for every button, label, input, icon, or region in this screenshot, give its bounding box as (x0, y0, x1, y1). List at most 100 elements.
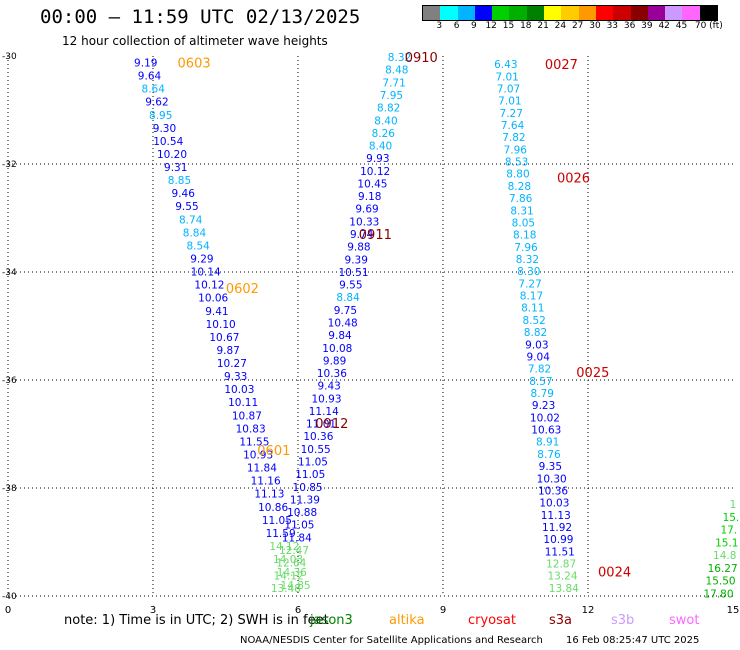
wave-height-value: 11.05 (295, 469, 325, 481)
legend-entry: altika (389, 613, 425, 628)
footer-note: note: 1) Time is in UTC; 2) SWH is in fe… (64, 613, 329, 628)
wave-height-value: 11.05 (298, 457, 328, 469)
y-tick-label: -36 (2, 376, 17, 386)
color-scale-label: 70 (ft) (694, 21, 723, 31)
wave-height-value: 10.27 (217, 358, 247, 370)
wave-height-value: 14.8 (713, 550, 736, 562)
wave-height-value: 10.10 (206, 319, 236, 331)
legend-entry: swot (669, 613, 700, 628)
page-title: 00:00 – 11:59 UTC 02/13/2025 (40, 6, 361, 28)
generated-timestamp: 16 Feb 08:25:47 UTC 2025 (566, 635, 700, 646)
wave-height-value: 7.01 (495, 71, 518, 83)
legend-entry: jason3 (310, 613, 353, 628)
color-swatch (440, 6, 458, 20)
wave-height-value: 10.36 (538, 485, 568, 497)
color-scale-label: 42 (658, 21, 670, 31)
wave-height-value: 8.84 (336, 292, 360, 304)
color-swatch (423, 6, 441, 20)
wave-height-value: 13.84 (549, 583, 579, 595)
wave-height-value: 12.87 (546, 559, 576, 571)
color-swatch (595, 6, 614, 20)
wave-height-value: 10.55 (301, 444, 331, 456)
wave-height-value: 9.18 (358, 191, 381, 203)
wave-height-value: 8.40 (369, 141, 392, 153)
wave-height-value: 8.95 (149, 110, 172, 122)
color-scale-label: 9 (471, 21, 477, 31)
x-tick-label: 0 (5, 605, 11, 616)
wave-height-value: 9.33 (224, 371, 247, 383)
wave-height-value: 9.43 (317, 381, 340, 393)
wave-height-value: 14.03 (273, 554, 303, 566)
wave-height-value: 8.31 (510, 205, 533, 217)
wave-height-value: 11.13 (541, 510, 571, 522)
y-tick-label: -34 (2, 268, 17, 278)
wave-height-value: 8.84 (183, 227, 207, 239)
wave-height-value: 9.74 (350, 229, 374, 241)
wave-height-value: 7.82 (528, 364, 551, 376)
wave-height-value: 9.30 (153, 123, 176, 135)
wave-height-value: 8.82 (524, 327, 547, 339)
wave-height-value: 9.75 (334, 305, 357, 317)
wave-height-value: 1 (730, 499, 737, 511)
wave-height-value: 7.71 (382, 77, 405, 89)
wave-height-value: 8.64 (142, 84, 166, 96)
wave-height-value: 7.86 (509, 193, 533, 205)
wave-height-value: 9.23 (532, 400, 555, 412)
pass-label: 0026 (557, 172, 590, 187)
wave-height-value: 10.87 (232, 410, 262, 422)
x-tick-label: 3 (150, 605, 156, 616)
wave-height-value: 9.03 (525, 339, 548, 351)
wave-height-value: 8.80 (506, 169, 529, 181)
wave-height-value: 17.80 (703, 588, 733, 600)
wave-height-value: 10.99 (543, 534, 573, 546)
x-tick-label: 9 (440, 605, 446, 616)
wave-height-value: 9.19 (134, 57, 157, 69)
color-scale-label: 24 (554, 21, 567, 31)
wave-height-value: 8.57 (529, 376, 552, 388)
wave-height-value: 8.74 (179, 214, 203, 226)
wave-height-value: 9.88 (347, 242, 370, 254)
wave-height-value: 7.64 (501, 120, 525, 132)
wave-height-value: 7.27 (500, 108, 523, 120)
color-swatch (561, 6, 579, 20)
wave-height-value: 8.52 (522, 315, 545, 327)
color-scale-label: 12 (485, 21, 497, 31)
wave-height-value: 10.48 (328, 317, 358, 329)
wave-height-value: 11.16 (251, 476, 281, 488)
pass-label: 0603 (178, 56, 211, 71)
wave-height-value: 9.64 (138, 71, 162, 83)
wave-height-value: 10.02 (530, 412, 560, 424)
wave-height-value: 10.86 (258, 502, 288, 514)
wave-height-value: 8.82 (377, 103, 400, 115)
wave-height-value: 7.01 (498, 96, 521, 108)
wave-height-value: 8.32 (516, 254, 539, 266)
wave-height-value: 7.96 (504, 144, 528, 156)
wave-height-value: 11.13 (254, 489, 284, 501)
wave-height-value: 10.30 (537, 473, 567, 485)
wave-height-value: 13.48 (271, 583, 301, 595)
pass-label: 0027 (545, 58, 578, 73)
color-swatch (457, 6, 475, 20)
wave-height-value: 10.67 (209, 332, 239, 344)
wave-height-value: 11.51 (545, 546, 575, 558)
wave-height-value: 12.47 (279, 545, 309, 557)
y-tick-label: -40 (2, 592, 17, 602)
pass-label: 0601 (257, 444, 290, 459)
color-scale-bar (422, 5, 719, 21)
wave-height-value: 17. (721, 525, 738, 537)
wave-height-value: 10.36 (303, 431, 333, 443)
wave-height-value: 7.82 (502, 132, 525, 144)
y-tick-label: -32 (2, 160, 17, 170)
wave-height-value: 8.18 (513, 230, 536, 242)
wave-height-value: 8.11 (521, 303, 544, 315)
wave-height-value: 8.91 (536, 437, 559, 449)
wave-height-value: 9.62 (145, 97, 168, 109)
wave-height-value: 11.14 (309, 406, 339, 418)
wave-height-value: 10.63 (531, 425, 561, 437)
color-swatch (682, 6, 700, 20)
wave-height-value: 9.31 (164, 162, 187, 174)
wave-height-value: 9.93 (366, 153, 389, 165)
credit-line: NOAA/NESDIS Center for Satellite Applica… (240, 635, 543, 646)
color-swatch (544, 6, 562, 20)
